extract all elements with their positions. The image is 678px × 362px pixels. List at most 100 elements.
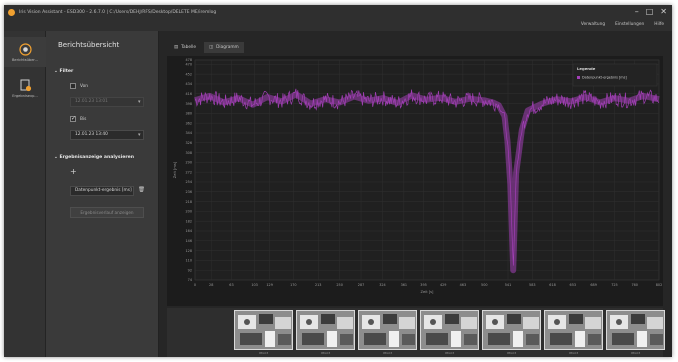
x-tick-label: 103 xyxy=(251,283,257,287)
rail-item-label: Ergebnisexp... xyxy=(12,93,38,98)
view-tabs: ▤ Tabelle ◫ Diagramm xyxy=(169,42,244,53)
add-metric-icon[interactable]: + xyxy=(70,167,77,176)
x-axis-label: Zeit [s] xyxy=(421,290,434,294)
series-line xyxy=(194,88,660,266)
x-tick-label: 395 xyxy=(420,283,426,287)
thumbnail-caption: IMG03 xyxy=(444,351,455,355)
show-result-history-button[interactable]: Ergebnisverlauf anzeigen xyxy=(70,207,144,218)
chart-container: 74 92 110 128 146 164 182 200 218 236 254 272 290 308… xyxy=(167,56,663,306)
from-label: Von xyxy=(80,84,88,89)
y-tick-label: 362 xyxy=(186,121,192,125)
title-bar: Iris Vision Assistant - ESD300 - 2.6.7.0… xyxy=(4,5,672,19)
x-tick-label: 63 xyxy=(229,283,233,287)
menu-bar: Verwaltung Einstellungen Hilfe xyxy=(4,19,672,31)
from-datetime-field[interactable]: 12.01.23 13:01 xyxy=(70,97,144,107)
y-axis-label: Zeit [ms] xyxy=(173,161,177,178)
image-thumbnail[interactable] xyxy=(606,310,665,350)
legend-entry: Datenpunkt-ergebnis [ms] xyxy=(582,76,627,80)
x-tick-label: 287 xyxy=(358,283,364,287)
minimize-icon[interactable]: – xyxy=(634,7,639,16)
app-window: Iris Vision Assistant - ESD300 - 2.6.7.0… xyxy=(4,5,672,357)
menu-hilfe[interactable]: Hilfe xyxy=(654,22,664,27)
image-thumbnail[interactable] xyxy=(420,310,479,350)
x-tick-label: 463 xyxy=(460,283,466,287)
x-tick-label: 170 xyxy=(290,283,296,287)
to-datetime-field[interactable]: 12.01.23 13:40 xyxy=(70,130,144,140)
thumbnail-caption: IMG03 xyxy=(630,351,641,355)
y-tick-label: 200 xyxy=(186,210,192,214)
legend-swatch xyxy=(577,76,580,79)
menu-verwaltung[interactable]: Verwaltung xyxy=(580,22,606,27)
image-thumbnail[interactable] xyxy=(544,310,603,350)
y-tick-label: 308 xyxy=(186,151,192,155)
y-tick-label: 110 xyxy=(186,259,192,263)
line-chart: 74 92 110 128 146 164 182 200 218 236 254 272 290 308… xyxy=(173,58,662,294)
x-tick-label: 725 xyxy=(611,283,617,287)
y-tick-label: 416 xyxy=(186,92,192,96)
legend-title: Legende xyxy=(577,66,596,71)
rail-item-report-overview[interactable]: Berichtsüber... xyxy=(4,37,46,67)
y-tick-label: 236 xyxy=(186,190,192,194)
x-tick-label: 324 xyxy=(379,283,385,287)
result-export-icon xyxy=(20,79,31,91)
image-thumbnail-strip: IMG03 IMG03 IMG03 IMG03 IMG03 IMG03 IMG03 xyxy=(167,308,665,357)
from-checkbox[interactable] xyxy=(70,83,76,89)
x-tick-label: 760 xyxy=(631,283,637,287)
image-thumbnail[interactable] xyxy=(358,310,417,350)
rail-item-label: Berichtsüber... xyxy=(11,57,39,62)
y-tick-label: 254 xyxy=(186,180,192,184)
y-tick-label: 146 xyxy=(186,239,192,243)
metric-select[interactable]: Datenpunkt-ergebnis [ms] xyxy=(70,186,134,196)
x-tick-label: 0 xyxy=(194,283,196,287)
trash-icon[interactable]: 🗑 xyxy=(138,187,145,193)
y-tick-label: 272 xyxy=(186,170,192,174)
rail-item-result-export[interactable]: Ergebnisexp... xyxy=(4,73,46,103)
image-thumbnail[interactable] xyxy=(234,310,293,350)
image-thumbnail[interactable] xyxy=(482,310,541,350)
thumbnail-caption: IMG03 xyxy=(506,351,517,355)
y-tick-label: 434 xyxy=(186,82,192,86)
menu-einstellungen[interactable]: Einstellungen xyxy=(615,22,645,27)
x-tick-label: 689 xyxy=(590,283,596,287)
legend-box xyxy=(572,63,658,87)
y-tick-label: 470 xyxy=(186,63,192,67)
table-icon: ▤ xyxy=(174,45,179,50)
analysis-section-title[interactable]: ⌄ Ergebnisanzeige analysieren xyxy=(54,155,134,160)
x-tick-label: 500 xyxy=(481,283,487,287)
chart-icon: ◫ xyxy=(209,45,214,50)
y-tick-label: 398 xyxy=(186,102,192,106)
image-thumbnail[interactable] xyxy=(296,310,355,350)
report-overview-icon xyxy=(18,42,32,56)
thumbnail-caption: IMG03 xyxy=(382,351,393,355)
y-tick-label: 344 xyxy=(186,131,192,135)
collapse-icon: ⌄ xyxy=(54,69,60,74)
close-icon[interactable]: ✕ xyxy=(660,7,667,16)
x-tick-label: 429 xyxy=(440,283,446,287)
tab-chart[interactable]: ◫ Diagramm xyxy=(204,42,244,53)
filter-section-title[interactable]: ⌄ Filter xyxy=(54,69,74,74)
tab-table[interactable]: ▤ Tabelle xyxy=(169,42,201,53)
thumbnail-caption: IMG03 xyxy=(320,351,331,355)
y-tick-label: 326 xyxy=(186,141,192,145)
y-tick-label: 478 xyxy=(186,58,192,62)
x-tick-label: 28 xyxy=(209,283,213,287)
nav-rail: Berichtsüber... Ergebnisexp... xyxy=(4,31,46,357)
thumbnail-caption: IMG03 xyxy=(258,351,269,355)
calendar-icon[interactable]: ▾ xyxy=(138,99,141,105)
collapse-icon: ⌄ xyxy=(54,155,60,160)
y-tick-label: 290 xyxy=(186,161,192,165)
y-tick-label: 182 xyxy=(186,219,192,223)
y-tick-label: 218 xyxy=(186,200,192,204)
to-label: Bis xyxy=(80,117,87,122)
app-logo-icon xyxy=(8,8,15,16)
calendar-icon[interactable]: ▾ xyxy=(138,132,141,138)
maximize-icon[interactable]: □ xyxy=(645,7,654,16)
main-area: ▤ Tabelle ◫ Diagramm 74 92 110 128 146 164 182… xyxy=(159,31,672,357)
x-tick-label: 213 xyxy=(315,283,321,287)
x-tick-label: 361 xyxy=(401,283,407,287)
y-tick-label: 92 xyxy=(188,268,192,272)
y-tick-label: 164 xyxy=(186,229,192,233)
y-tick-label: 452 xyxy=(186,72,192,76)
to-checkbox[interactable] xyxy=(70,115,76,122)
x-tick-label: 541 xyxy=(505,283,511,287)
